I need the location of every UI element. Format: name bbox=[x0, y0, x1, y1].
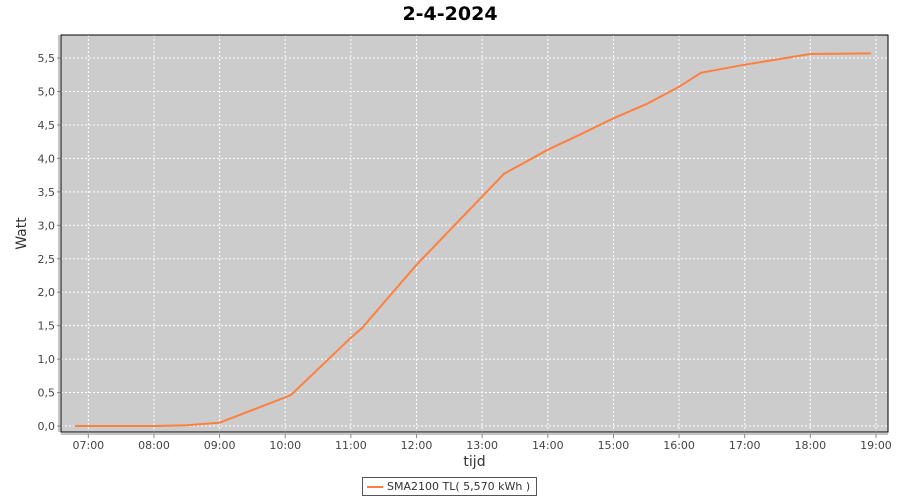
data-point bbox=[361, 327, 363, 330]
data-point bbox=[743, 63, 746, 66]
x-tick-label: 17:00 bbox=[729, 439, 761, 452]
data-point bbox=[645, 103, 648, 106]
data-point bbox=[218, 421, 221, 424]
legend-swatch bbox=[367, 485, 383, 488]
data-point bbox=[415, 263, 418, 266]
data-point bbox=[74, 425, 77, 427]
x-tick-label: 09:00 bbox=[204, 439, 236, 452]
data-point bbox=[612, 117, 615, 120]
y-tick-label: 2,5 bbox=[38, 253, 56, 266]
data-point bbox=[678, 86, 680, 88]
y-tick-label: 5,0 bbox=[38, 86, 56, 99]
y-tick-label: 3,5 bbox=[38, 186, 56, 199]
x-tick-label: 18:00 bbox=[794, 439, 826, 452]
x-tick-label: 16:00 bbox=[663, 439, 695, 452]
y-tick-label: 4,0 bbox=[38, 152, 56, 165]
legend: SMA2100 TL( 5,570 kWh ) bbox=[362, 477, 538, 496]
data-point bbox=[809, 53, 812, 55]
x-axis-label: tijd bbox=[463, 454, 485, 470]
data-point bbox=[186, 424, 188, 427]
plot-area bbox=[61, 35, 888, 432]
data-point bbox=[503, 172, 505, 175]
x-tick-label: 07:00 bbox=[72, 439, 104, 452]
y-tick-label: 1,0 bbox=[38, 353, 56, 366]
data-point bbox=[350, 336, 352, 339]
x-tick-label: 11:00 bbox=[335, 439, 367, 452]
legend-label: SMA2100 TL( 5,570 kWh ) bbox=[387, 480, 531, 493]
y-tick-label: 1,5 bbox=[38, 320, 56, 333]
x-tick-label: 14:00 bbox=[532, 439, 564, 452]
chart-title: 2-4-2024 bbox=[402, 3, 498, 25]
x-tick-label: 08:00 bbox=[138, 439, 170, 452]
x-tick-label: 19:00 bbox=[860, 439, 892, 452]
data-point bbox=[869, 52, 872, 55]
data-point bbox=[579, 133, 582, 136]
y-tick-label: 2,0 bbox=[38, 286, 56, 299]
data-point bbox=[153, 425, 155, 427]
y-tick-label: 0,0 bbox=[38, 420, 56, 433]
data-point bbox=[776, 58, 779, 61]
x-tick-label: 12:00 bbox=[401, 439, 433, 452]
data-point bbox=[289, 394, 292, 397]
x-tick-label: 15:00 bbox=[598, 439, 630, 452]
x-tick-label: 13:00 bbox=[466, 439, 498, 452]
plot-border bbox=[60, 34, 889, 433]
y-tick-label: 0,5 bbox=[38, 387, 56, 400]
data-point bbox=[546, 148, 549, 151]
y-tick-label: 5,5 bbox=[38, 52, 56, 65]
y-tick-label: 3,0 bbox=[38, 219, 56, 232]
x-tick-label: 10:00 bbox=[269, 439, 301, 452]
y-tick-label: 4,5 bbox=[38, 119, 56, 132]
data-point bbox=[700, 71, 702, 74]
y-axis-label: Watt bbox=[14, 217, 30, 250]
